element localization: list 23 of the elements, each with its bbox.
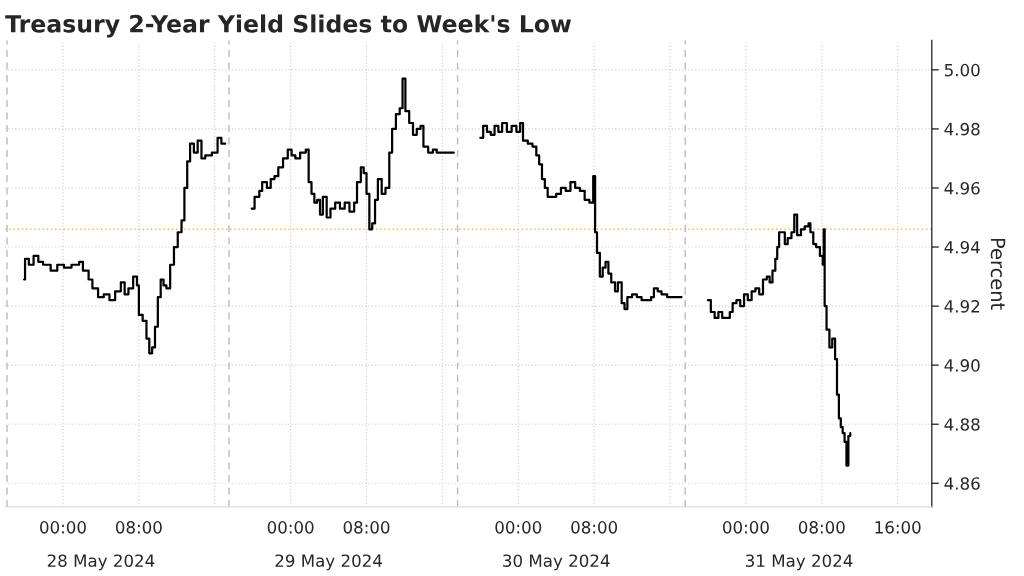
x-tick-label: 08:00 <box>343 521 390 534</box>
x-tick-label: 08:00 <box>798 521 845 534</box>
x2-tick-label: 31 May 2024 <box>745 554 853 571</box>
x-tick-label: 00:00 <box>40 521 86 534</box>
y-tick-label: 5.00 <box>944 63 980 77</box>
x-tick-label: 00:00 <box>723 521 769 534</box>
x2-tick-label: 30 May 2024 <box>503 554 610 571</box>
x-tick-label: 00:00 <box>495 521 542 534</box>
x2-tick-label: 29 May 2024 <box>275 554 382 571</box>
y-axis-title: Percent <box>990 238 1006 310</box>
x-tick-label: 08:00 <box>115 521 162 534</box>
x2-tick-label: 28 May 2024 <box>47 554 155 571</box>
y-tick-label: 4.96 <box>944 181 980 195</box>
y-tick-label: 4.92 <box>944 300 980 313</box>
y-tick-label: 4.94 <box>944 240 980 254</box>
x-tick-label: 16:00 <box>875 521 921 534</box>
y-tick-label: 4.98 <box>944 122 980 136</box>
x-tick-label: 08:00 <box>571 521 618 534</box>
chart-title: Treasury 2-Year Yield Slides to Week's Low <box>5 14 572 38</box>
y-tick-label: 4.86 <box>944 477 980 490</box>
y-tick-label: 4.88 <box>944 418 980 431</box>
x-tick-label: 00:00 <box>267 521 314 534</box>
y-tick-label: 4.90 <box>944 359 980 372</box>
